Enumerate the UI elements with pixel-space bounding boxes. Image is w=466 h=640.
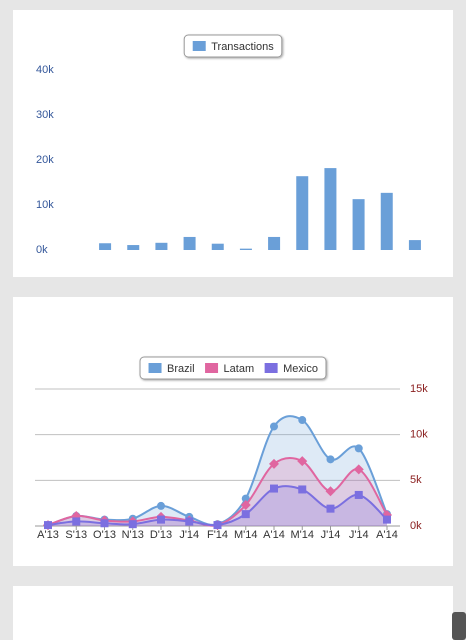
bar [183,236,196,250]
bar [296,176,309,250]
y-tick-label: 0k [36,244,48,256]
y-tick-label: 10k [410,429,428,441]
bar [239,248,252,250]
marker [298,416,307,425]
legend: Transactions [183,34,283,58]
bar [352,199,365,250]
marker [157,515,165,524]
marker [185,517,194,526]
x-tick-label: J'14 [321,529,341,541]
area [48,458,387,526]
x-tick-label: M'14 [291,529,315,541]
bar [211,243,224,250]
y-tick-label: 10k [36,199,54,211]
legend-label: Latam [224,363,255,375]
scroll-handle[interactable] [452,612,466,640]
legend-swatch [191,40,207,52]
y-tick-label: 5k [410,474,422,486]
x-tick-label: J'14 [179,529,199,541]
x-tick-label: M'14 [234,529,258,541]
y-tick-label: 20k [36,154,54,166]
legend-swatch [147,362,163,374]
marker [383,515,391,524]
x-tick-label: A'14 [263,529,285,541]
legend-box [139,356,327,380]
marker [353,464,364,475]
y-tick-label: 40k [36,64,54,76]
marker [297,456,308,467]
legend-label: Mexico [283,363,318,375]
x-tick-label: D'13 [150,529,172,541]
legend: Brazil Latam Mexico [139,356,327,380]
bar [380,192,393,250]
marker [240,499,251,510]
legend-label: Brazil [167,363,195,375]
bar [99,243,112,250]
y-tick-label: 0k [410,520,422,532]
legend-swatch [263,362,279,374]
marker [354,490,363,499]
bar [408,240,421,250]
legend-box [183,34,283,58]
marker [72,517,81,526]
x-tick-label: F'14 [207,529,228,541]
area [48,416,387,526]
bar [155,242,168,250]
x-tick-label: N'13 [122,529,144,541]
marker [298,485,307,494]
x-tick-label: S'13 [65,529,87,541]
x-tick-label: O'13 [93,529,116,541]
legend-label: Transactions [211,41,274,53]
y-tick-label: 15k [410,383,428,395]
marker [128,520,137,529]
y-tick-label: 30k [36,109,54,121]
x-tick-label: A'14 [376,529,398,541]
bar [324,168,337,250]
bar [268,236,281,250]
marker [325,486,336,497]
marker [241,510,250,519]
x-tick-label: J'14 [349,529,369,541]
marker [44,521,52,530]
marker [100,519,109,528]
marker [326,455,335,464]
x-tick-label: A'13 [37,529,59,541]
marker [354,444,363,453]
bar [127,245,140,250]
marker [213,521,222,530]
marker [270,422,278,431]
legend-swatch [204,362,220,374]
marker [270,484,278,493]
card [13,586,453,640]
marker [269,458,279,469]
area [48,486,387,526]
marker [326,504,335,513]
marker [241,494,250,503]
marker [157,501,165,510]
